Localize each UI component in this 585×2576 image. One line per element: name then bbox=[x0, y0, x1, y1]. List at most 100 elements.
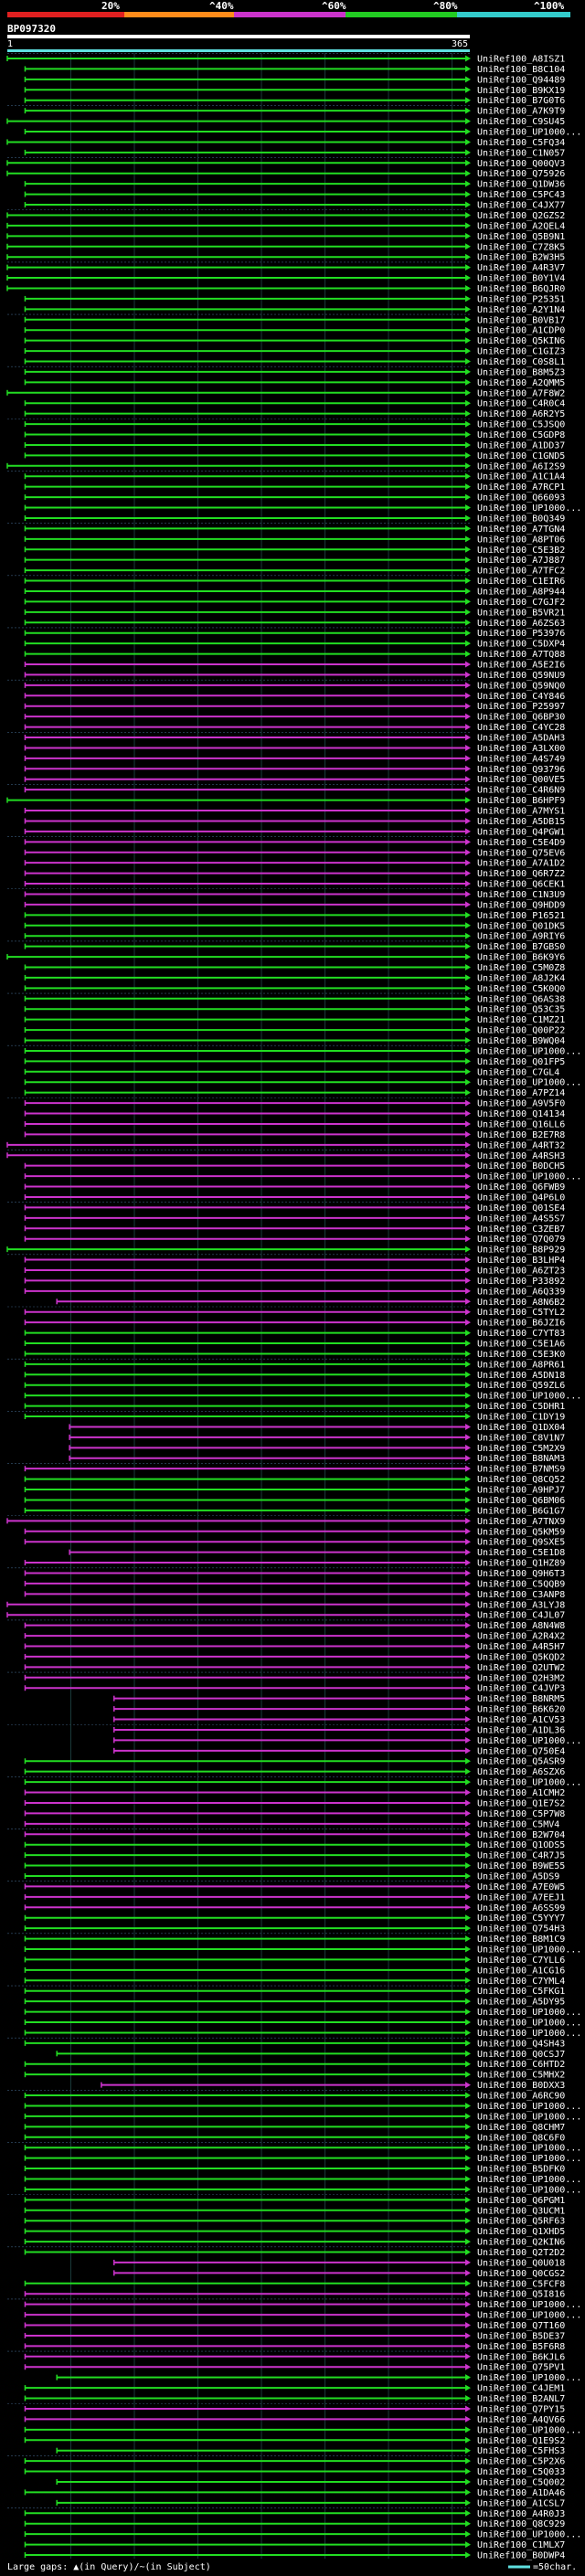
hit-label[interactable]: UniRef100_Q1ODS5 bbox=[477, 1840, 565, 1850]
hit-label[interactable]: UniRef100_C7Z8K5 bbox=[477, 242, 565, 252]
hit-label[interactable]: UniRef100_C5M0Z8 bbox=[477, 963, 565, 973]
hit-row[interactable]: UniRef100_C1MLX7 bbox=[24, 2540, 565, 2550]
hit-label[interactable]: UniRef100_A3LX00 bbox=[477, 744, 565, 754]
hit-row[interactable]: UniRef100_Q9SXE5 bbox=[24, 1538, 565, 1548]
hit-label[interactable]: UniRef100_B5VR21 bbox=[477, 608, 565, 618]
hit-label[interactable]: UniRef100_UP1000... bbox=[477, 504, 581, 514]
hit-label[interactable]: UniRef100_C9SU45 bbox=[477, 117, 565, 127]
hit-label[interactable]: UniRef100_C5P2X6 bbox=[477, 2457, 565, 2467]
hit-label[interactable]: UniRef100_B8NRM5 bbox=[477, 1694, 565, 1704]
hit-label[interactable]: UniRef100_C1DY19 bbox=[477, 1413, 565, 1423]
hit-row[interactable]: UniRef100_Q01DK5 bbox=[24, 921, 565, 931]
hit-label[interactable]: UniRef100_C5E1A6 bbox=[477, 1340, 565, 1350]
hit-row[interactable]: UniRef100_A5DAH3 bbox=[24, 734, 565, 744]
hit-label[interactable]: UniRef100_A9V5F0 bbox=[477, 1099, 565, 1109]
hit-label[interactable]: UniRef100_C4JVP3 bbox=[477, 1684, 565, 1694]
hit-row[interactable]: UniRef100_A9RIY6 bbox=[24, 932, 565, 942]
hit-label[interactable]: UniRef100_B5DFK0 bbox=[477, 2165, 565, 2175]
hit-label[interactable]: UniRef100_UP1000... bbox=[477, 2185, 581, 2195]
hit-label[interactable]: UniRef100_A6RC90 bbox=[477, 2092, 565, 2102]
hit-row[interactable]: UniRef100_A6R2Y5 bbox=[24, 409, 565, 419]
hit-row[interactable]: UniRef100_A1CG16 bbox=[24, 1966, 565, 1976]
hit-label[interactable]: UniRef100_Q2GZS2 bbox=[477, 211, 565, 221]
hit-label[interactable]: UniRef100_C4R0C4 bbox=[477, 399, 565, 409]
hit-row[interactable]: UniRef100_A8J2K4 bbox=[24, 973, 565, 983]
hit-label[interactable]: UniRef100_A4RT32 bbox=[477, 1140, 565, 1150]
hit-row[interactable]: UniRef100_Q1DX04 bbox=[69, 1423, 565, 1433]
hit-row[interactable]: UniRef100_Q9HDD9 bbox=[24, 900, 565, 910]
hit-row[interactable]: UniRef100_UP1000... bbox=[24, 504, 581, 514]
hit-row[interactable]: UniRef100_B5DFK0 bbox=[24, 2165, 565, 2175]
hit-row[interactable]: UniRef100_Q5KIN6 bbox=[24, 336, 565, 346]
hit-label[interactable]: UniRef100_C5PC43 bbox=[477, 190, 565, 200]
hit-label[interactable]: UniRef100_Q66093 bbox=[477, 493, 565, 504]
hit-row[interactable]: UniRef100_UP1000... bbox=[24, 2425, 581, 2435]
hit-row[interactable]: UniRef100_B7G0T6 bbox=[24, 96, 565, 106]
hit-row[interactable]: UniRef100_A4R3V7 bbox=[6, 263, 565, 273]
hit-row[interactable]: UniRef100_C3ZEB7 bbox=[24, 1224, 565, 1235]
hit-label[interactable]: UniRef100_C7GL4 bbox=[477, 1067, 559, 1077]
hit-label[interactable]: UniRef100_C5Q033 bbox=[477, 2467, 565, 2477]
hit-row[interactable]: UniRef100_C1N3U9 bbox=[24, 890, 565, 900]
hit-row[interactable]: UniRef100_Q6PGM1 bbox=[24, 2196, 565, 2206]
hit-label[interactable]: UniRef100_B6JZI6 bbox=[477, 1319, 565, 1329]
hit-label[interactable]: UniRef100_A1CSL7 bbox=[477, 2498, 565, 2508]
hit-label[interactable]: UniRef100_Q01FP5 bbox=[477, 1057, 565, 1067]
hit-label[interactable]: UniRef100_B6QJR0 bbox=[477, 284, 565, 294]
hit-label[interactable]: UniRef100_Q5KQD2 bbox=[477, 1652, 565, 1662]
hit-label[interactable]: UniRef100_B0DXX3 bbox=[477, 2081, 565, 2091]
hit-label[interactable]: UniRef100_B6G1G7 bbox=[477, 1506, 565, 1516]
hit-row[interactable]: UniRef100_A6SS99 bbox=[24, 1903, 565, 1913]
hit-row[interactable]: UniRef100_B6K9Y6 bbox=[6, 953, 565, 963]
hit-row[interactable]: UniRef100_C5YYY7 bbox=[24, 1913, 565, 1924]
hit-label[interactable]: UniRef100_Q1E9S2 bbox=[477, 2436, 565, 2446]
hit-row[interactable]: UniRef100_C5E3K0 bbox=[24, 1350, 565, 1360]
hit-row[interactable]: UniRef100_C5MV4 bbox=[24, 1819, 559, 1829]
hit-row[interactable]: UniRef100_UP1000... bbox=[113, 1736, 582, 1746]
hit-label[interactable]: UniRef100_A6ZS63 bbox=[477, 619, 565, 629]
hit-label[interactable]: UniRef100_Q01SE4 bbox=[477, 1203, 565, 1214]
hit-row[interactable]: UniRef100_A7EEJ1 bbox=[24, 1892, 565, 1903]
hit-row[interactable]: UniRef100_B2W704 bbox=[24, 1830, 565, 1840]
hit-row[interactable]: UniRef100_A6RC90 bbox=[24, 2092, 565, 2102]
hit-label[interactable]: UniRef100_Q5I816 bbox=[477, 2290, 565, 2300]
hit-label[interactable]: UniRef100_UP1000... bbox=[477, 2029, 581, 2039]
hit-label[interactable]: UniRef100_Q01DK5 bbox=[477, 921, 565, 931]
hit-row[interactable]: UniRef100_UP1000... bbox=[24, 2185, 581, 2195]
hit-row[interactable]: UniRef100_C5FKG1 bbox=[24, 1987, 565, 1997]
hit-row[interactable]: UniRef100_C5MHX2 bbox=[24, 2071, 565, 2081]
hit-row[interactable]: UniRef100_A7RCP1 bbox=[24, 482, 565, 493]
hit-label[interactable]: UniRef100_C5DHR1 bbox=[477, 1402, 565, 1412]
hit-label[interactable]: UniRef100_C5QQB9 bbox=[477, 1579, 565, 1589]
hit-row[interactable]: UniRef100_Q754H3 bbox=[24, 1924, 565, 1935]
hit-label[interactable]: UniRef100_B2W3H5 bbox=[477, 253, 565, 263]
hit-label[interactable]: UniRef100_B6KJL6 bbox=[477, 2352, 565, 2362]
hit-row[interactable]: UniRef100_C1EIR6 bbox=[24, 577, 565, 587]
hit-row[interactable]: UniRef100_Q6AS38 bbox=[24, 994, 565, 1004]
hit-label[interactable]: UniRef100_C5TYL2 bbox=[477, 1308, 565, 1318]
hit-row[interactable]: UniRef100_UP1000... bbox=[24, 2102, 581, 2112]
hit-row[interactable]: UniRef100_B0Q349 bbox=[24, 514, 565, 524]
hit-row[interactable]: UniRef100_B5F6R8 bbox=[24, 2342, 565, 2352]
hit-row[interactable]: UniRef100_A7K9T9 bbox=[24, 107, 565, 117]
hit-label[interactable]: UniRef100_A4R3V7 bbox=[477, 263, 565, 273]
hit-label[interactable]: UniRef100_C5DXP4 bbox=[477, 640, 565, 650]
hit-label[interactable]: UniRef100_P16521 bbox=[477, 911, 565, 921]
hit-label[interactable]: UniRef100_B5F6R8 bbox=[477, 2342, 565, 2352]
hit-label[interactable]: UniRef100_A4RSH3 bbox=[477, 1151, 565, 1161]
hit-label[interactable]: UniRef100_UP1000... bbox=[477, 2019, 581, 2029]
hit-label[interactable]: UniRef100_UP1000... bbox=[477, 1392, 581, 1402]
hit-label[interactable]: UniRef100_Q93796 bbox=[477, 765, 565, 775]
hit-row[interactable]: UniRef100_C5P2X6 bbox=[24, 2457, 565, 2467]
hit-label[interactable]: UniRef100_Q1E7S2 bbox=[477, 1798, 565, 1808]
hit-row[interactable]: UniRef100_A3LYJ8 bbox=[6, 1600, 565, 1610]
hit-row[interactable]: UniRef100_Q2T2D2 bbox=[24, 2248, 565, 2258]
hit-row[interactable]: UniRef100_A5DB15 bbox=[24, 817, 565, 827]
hit-label[interactable]: UniRef100_Q53C35 bbox=[477, 1005, 565, 1015]
hit-row[interactable]: UniRef100_A8N4W8 bbox=[24, 1621, 565, 1631]
hit-row[interactable]: UniRef100_A7TQ88 bbox=[24, 650, 565, 660]
hit-label[interactable]: UniRef100_C5FQ34 bbox=[477, 138, 565, 148]
hit-row[interactable]: UniRef100_C5DXP4 bbox=[24, 640, 565, 650]
hit-label[interactable]: UniRef100_B9WE55 bbox=[477, 1861, 565, 1871]
hit-row[interactable]: UniRef100_Q14134 bbox=[24, 1109, 565, 1119]
